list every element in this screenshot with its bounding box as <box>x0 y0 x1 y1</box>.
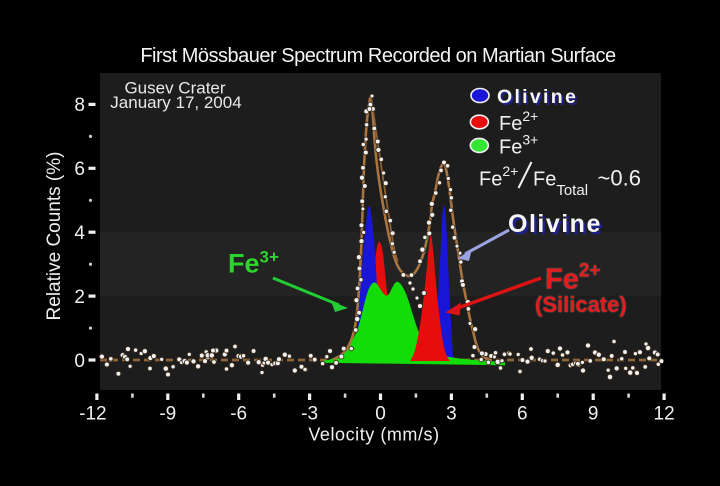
svg-text:6: 6 <box>74 159 85 180</box>
svg-text:8: 8 <box>74 95 85 116</box>
svg-text:First Mössbauer Spectrum Recor: First Mössbauer Spectrum Recorded on Mar… <box>140 45 616 67</box>
svg-text:0: 0 <box>375 404 386 425</box>
svg-text:-9: -9 <box>159 404 176 425</box>
svg-text:-3: -3 <box>301 404 318 425</box>
svg-text:-6: -6 <box>230 404 247 425</box>
svg-text:Fe2+: Fe2+ <box>545 261 601 296</box>
svg-text:Velocity (mm/s): Velocity (mm/s) <box>308 425 439 445</box>
svg-text:2: 2 <box>74 287 85 308</box>
svg-text:-12: -12 <box>79 404 106 425</box>
svg-text:0: 0 <box>74 351 85 372</box>
svg-text:3: 3 <box>446 404 457 425</box>
svg-text:Olivine: Olivine <box>497 86 578 108</box>
svg-text:Gusev Crater: Gusev Crater <box>124 79 225 98</box>
svg-text:January 17, 2004: January 17, 2004 <box>110 93 241 112</box>
svg-text:Olivine: Olivine <box>508 210 602 238</box>
svg-text:9: 9 <box>588 404 599 425</box>
svg-text:(Silicate): (Silicate) <box>535 292 627 317</box>
svg-text:~0.6: ~0.6 <box>598 166 641 191</box>
svg-text:6: 6 <box>517 404 528 425</box>
svg-text:Relative Counts (%): Relative Counts (%) <box>44 152 65 321</box>
svg-text:12: 12 <box>654 404 675 425</box>
svg-text:4: 4 <box>74 223 85 244</box>
